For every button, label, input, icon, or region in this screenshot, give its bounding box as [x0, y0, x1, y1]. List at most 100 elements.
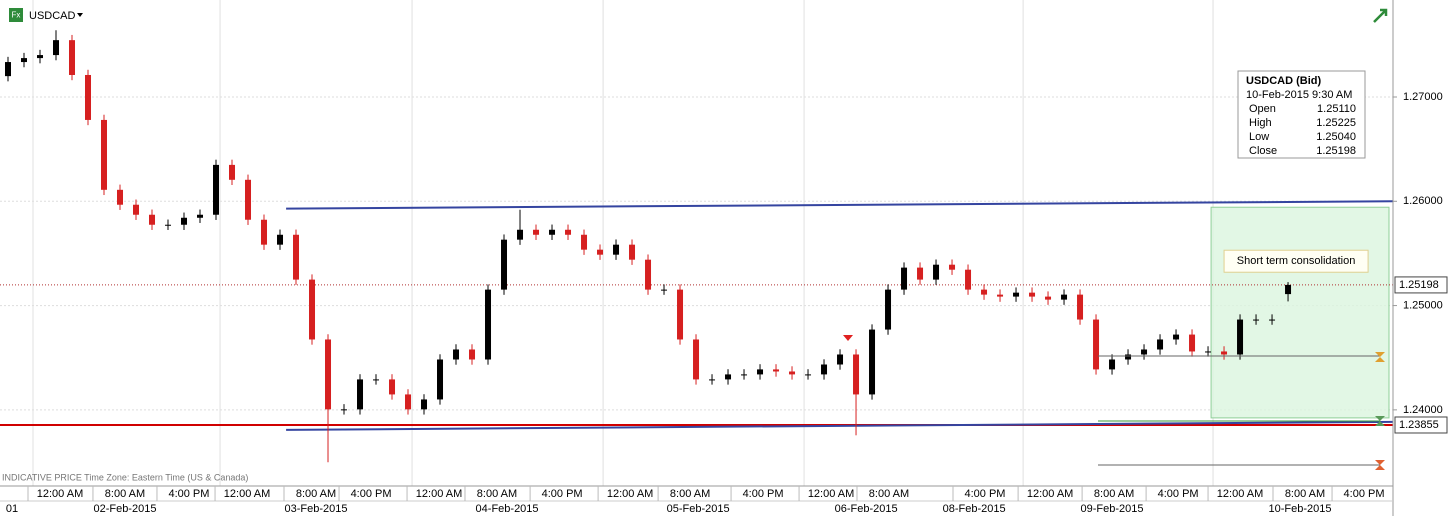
candle-body	[805, 374, 812, 376]
x-tick-label: 12:00 AM	[1027, 488, 1073, 500]
candle-body	[565, 229, 572, 235]
candle-body	[245, 179, 252, 220]
candle-body	[597, 249, 604, 255]
y-tick-label: 1.25000	[1403, 299, 1443, 311]
candle-body	[21, 58, 28, 63]
candle-body	[1093, 319, 1100, 370]
price-label-box	[1394, 416, 1448, 434]
candle-body	[165, 224, 172, 226]
order-icon	[1375, 416, 1385, 426]
candle-body	[677, 289, 684, 340]
candle-body	[1045, 296, 1052, 300]
candle-body	[85, 74, 92, 120]
candle-body	[1013, 292, 1020, 297]
candle-body	[1189, 334, 1196, 352]
candle-body	[581, 234, 588, 250]
candle-body	[1077, 294, 1084, 320]
candle-body	[1029, 292, 1036, 297]
candle-body	[517, 229, 524, 240]
symbol[interactable]: USDCAD	[29, 10, 76, 22]
date-label: 06-Feb-2015	[835, 503, 898, 515]
date-label: 04-Feb-2015	[476, 503, 539, 515]
candle-body	[661, 289, 668, 291]
x-tick-label: 8:00 AM	[296, 488, 336, 500]
candle-body	[933, 264, 940, 280]
x-tick-label: 4:00 PM	[1158, 488, 1199, 500]
price-label: 1.25198	[1399, 279, 1439, 291]
date-label: 09-Feb-2015	[1081, 503, 1144, 515]
candle-body	[1109, 359, 1116, 370]
candle-body	[501, 239, 508, 290]
candle-body	[549, 229, 556, 235]
candle-body	[1141, 349, 1148, 355]
candle-body	[1237, 319, 1244, 355]
candle-body	[725, 374, 732, 380]
info-box: USDCAD (Bid) 10-Feb-2015 9:30 AM Open 1.2…	[1237, 70, 1366, 159]
candle-body	[1173, 334, 1180, 340]
candle-body	[213, 164, 220, 215]
event-marker	[843, 335, 853, 341]
candle-body	[197, 214, 204, 218]
candle-body	[901, 267, 908, 290]
candle-body	[1253, 319, 1260, 321]
info-title: USDCAD (Bid)	[1246, 75, 1321, 87]
candle-body	[869, 329, 876, 395]
candle-body	[229, 164, 236, 180]
trend-icon	[1373, 8, 1388, 23]
x-tick-label: 12:00 AM	[607, 488, 653, 500]
candle-body	[885, 289, 892, 330]
candle-body	[773, 369, 780, 372]
candle-body	[997, 294, 1004, 297]
candle-body	[533, 229, 540, 235]
zone	[1210, 206, 1390, 419]
candle-body	[53, 40, 60, 56]
x-tick-label: 8:00 AM	[670, 488, 710, 500]
info-value: 1.25110	[1317, 103, 1356, 115]
info-value: 1.25040	[1316, 131, 1356, 143]
y-tick-label: 1.24000	[1403, 404, 1443, 416]
y-tick-label: 1.26000	[1403, 195, 1443, 207]
date-label: 01	[6, 503, 18, 515]
date-label: 03-Feb-2015	[285, 503, 348, 515]
x-tick-label: 12:00 AM	[224, 488, 270, 500]
candle-body	[821, 364, 828, 375]
candle-body	[1061, 294, 1068, 300]
candle-body	[325, 339, 332, 410]
candle-body	[917, 267, 924, 280]
date-label: 05-Feb-2015	[667, 503, 730, 515]
candle-body	[741, 374, 748, 376]
plot: Short term consolidation	[0, 30, 1394, 463]
candle-body	[965, 269, 972, 290]
fx-icon-text: Fx	[12, 11, 21, 20]
date-label: 02-Feb-2015	[93, 503, 156, 515]
candle-body	[757, 369, 764, 375]
candle-body	[389, 379, 396, 395]
trend-line	[286, 200, 1394, 210]
candle-body	[405, 394, 412, 410]
fx-icon	[9, 8, 23, 22]
candle-body	[1205, 351, 1212, 353]
x-tick-label: 12:00 AM	[1217, 488, 1263, 500]
candle-body	[1285, 284, 1292, 295]
candle-body	[853, 354, 860, 395]
price-label: 1.23855	[1399, 419, 1439, 431]
candle-body	[309, 279, 316, 340]
x-tick-label: 12:00 AM	[416, 488, 462, 500]
x-tick-label: 8:00 AM	[1285, 488, 1325, 500]
candle-body	[613, 244, 620, 255]
candle-body	[1157, 339, 1164, 350]
annotation-box	[1223, 249, 1369, 273]
candle-body	[421, 399, 428, 410]
candle-body	[629, 244, 636, 260]
x-tick-label: 12:00 AM	[37, 488, 83, 500]
dropdown-arrow[interactable]	[77, 13, 83, 17]
candle-body	[485, 289, 492, 360]
x-tick-label: 12:00 AM	[808, 488, 854, 500]
candle-body	[437, 359, 444, 400]
info-label: Low	[1249, 131, 1269, 143]
candle-body	[645, 259, 652, 290]
x-tick-label: 8:00 AM	[1094, 488, 1134, 500]
candle-body	[1125, 354, 1132, 360]
candle-body	[69, 40, 76, 75]
